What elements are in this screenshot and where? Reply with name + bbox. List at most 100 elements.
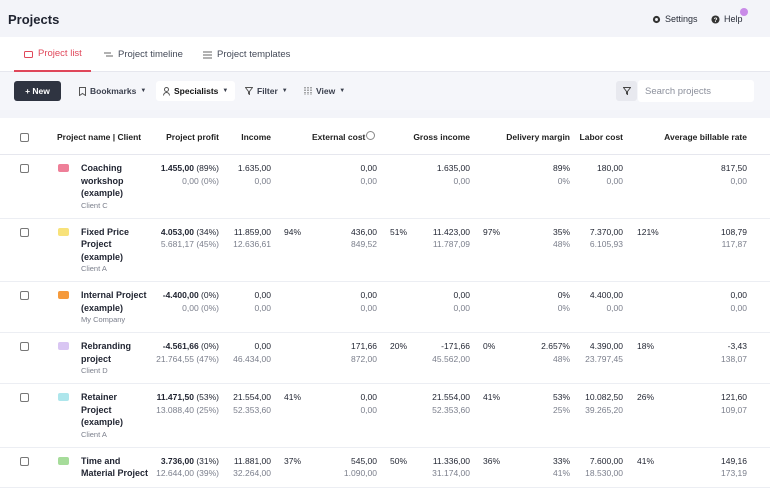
actual-value: -3,43 [727,341,747,351]
specialists-button[interactable]: Specialists ▼ [156,81,236,101]
table-header: Project name | Client Project profit Incom… [0,118,770,155]
actual-line: 0,00 [730,289,747,302]
percent: 41% [637,455,655,466]
project-name[interactable]: Internal Project (example) [81,290,147,313]
actual-line: 1.455,00 (89%) [161,162,219,175]
cell: 4.053,00 (34%) 5.681,17 (45%) [161,226,219,251]
planned-line: 0,00 [721,175,747,188]
actual-value: 0,00 [360,290,377,300]
planned-value: 0,00 [360,175,377,186]
actual-line: 4.053,00 (34%) [161,226,219,239]
actual-line: 0,00 [360,162,377,175]
new-button[interactable]: + New [14,81,61,101]
planned-value: 0,00 [453,302,470,313]
tab[interactable]: Project list [14,37,91,72]
project-name[interactable]: Coaching workshop (example) [81,163,124,198]
settings-icon [652,15,661,23]
actual-value: 7.600,00 [589,455,623,466]
planned-line: 0,00 [730,302,747,315]
actual-value: 11.881,00 [233,455,271,466]
row-checkbox[interactable] [20,291,29,300]
planned-value: 6.105,93 [589,239,623,249]
actual-value: 2.657% [541,341,570,351]
actual-value: 4.400,00 [589,290,623,300]
actual-value: 0% [557,290,570,300]
row-checkbox[interactable] [20,456,29,466]
planned-line: 109,07 [721,404,747,417]
actual-value: 3.736,00 [160,455,194,466]
planned-line: 173,19 [721,467,747,480]
cell: 21.554,00 52.353,60 [233,391,271,416]
actual-line: 2.657% [541,340,570,353]
project-name[interactable]: Retainer Project (example) [81,392,124,427]
settings-link[interactable]: Settings [652,14,698,24]
actual-line: 0,00 [360,391,377,404]
cell: 1.455,00 (89%) 0,00 (0%) [161,162,219,187]
planned-value: 0,00 [606,175,623,186]
select-all-checkbox[interactable] [20,133,29,142]
filter-button[interactable]: Filter ▼ [238,81,295,101]
column-header: Delivery margin [506,132,570,142]
tab[interactable]: Project templates [203,37,290,72]
row-checkbox[interactable] [20,393,29,402]
planned-line: 0,00 [453,302,470,315]
cell: 0,00 0,00 [360,391,377,416]
help-link[interactable]: ? Help [711,14,743,24]
bookmarks-button[interactable]: Bookmarks ▼ [72,81,153,101]
button-label: Filter [257,86,278,96]
planned-line: 138,07 [721,353,747,366]
cell: -4.400,00 (0%) 0,00 (0%) [163,289,219,314]
search-filter-button[interactable] [616,81,637,101]
cell: 1.635,00 0,00 [238,162,271,187]
button-label: View [316,86,336,96]
planned-line: 0,00 (0%) [161,175,219,188]
view-button[interactable]: View ▼ [297,81,352,101]
planned-value: 25% [552,404,570,415]
actual-line: 7.600,00 [585,455,623,468]
client-name: Client A [81,264,107,273]
table-row: Retainer Project (example) Client A 11.471… [0,384,770,448]
planned-value: 0,00 [730,175,747,186]
actual-value: 108,79 [721,226,747,237]
row-checkbox[interactable] [20,227,29,237]
table-row: Rebranding project Client D -4.561,66 (0%)… [0,333,770,384]
planned-line: 0,00 [360,175,377,188]
actual-value: 0,00 [254,290,271,300]
planned-value: 1.090,00 [343,468,377,478]
actual-value: 11.471,50 [156,392,194,402]
planned-line: 5.681,17 (45%) [161,238,219,251]
tab-label: Project templates [217,49,291,60]
cell: 11.859,00 12.636,61 [233,226,271,251]
cell: 10.082,50 39.265,20 [585,391,623,416]
project-name[interactable]: Fixed Price Project (example) [81,226,130,262]
actual-line: 436,00 [351,226,377,239]
search-input[interactable]: Search projects [638,80,754,102]
cell: -3,43 138,07 [721,340,747,365]
actual-line: 4.390,00 [585,340,623,353]
tab[interactable]: Project timeline [104,37,183,72]
percent: 41% [483,392,501,402]
actual-value: 11.423,00 [432,226,470,237]
help-icon: ? [711,14,720,23]
table-row: Time and Material Project 3.736,00 (31%) 1… [0,448,770,488]
row-checkbox[interactable] [20,342,29,351]
row-checkbox[interactable] [20,164,29,173]
cell: -4.561,66 (0%) 21.764,55 (47%) [156,340,219,365]
actual-line: 11.423,00 [433,226,470,239]
project-name[interactable]: Time and Material Project [81,455,149,479]
actual-line: 0,00 [254,289,271,302]
toolbar: + New Bookmarks ▼ Specialists ▼ Filter ▼ Vi… [0,72,770,110]
tab-icon [104,52,113,56]
actual-value: 53% [552,392,570,402]
notification-dot [740,8,748,16]
planned-value: 41% [552,468,570,478]
actual-line: 53% [553,391,570,404]
planned-value: 46.434,00 [233,353,271,364]
cell: 0,00 0,00 [453,289,470,314]
percent: 20% [390,341,408,351]
planned-value: 31.174,00 [432,468,470,478]
planned-line: 12.644,00 (39%) [156,467,219,480]
actual-line: 180,00 [597,162,623,175]
planned-line: 39.265,20 [585,404,623,417]
project-name[interactable]: Rebranding project [81,341,132,364]
